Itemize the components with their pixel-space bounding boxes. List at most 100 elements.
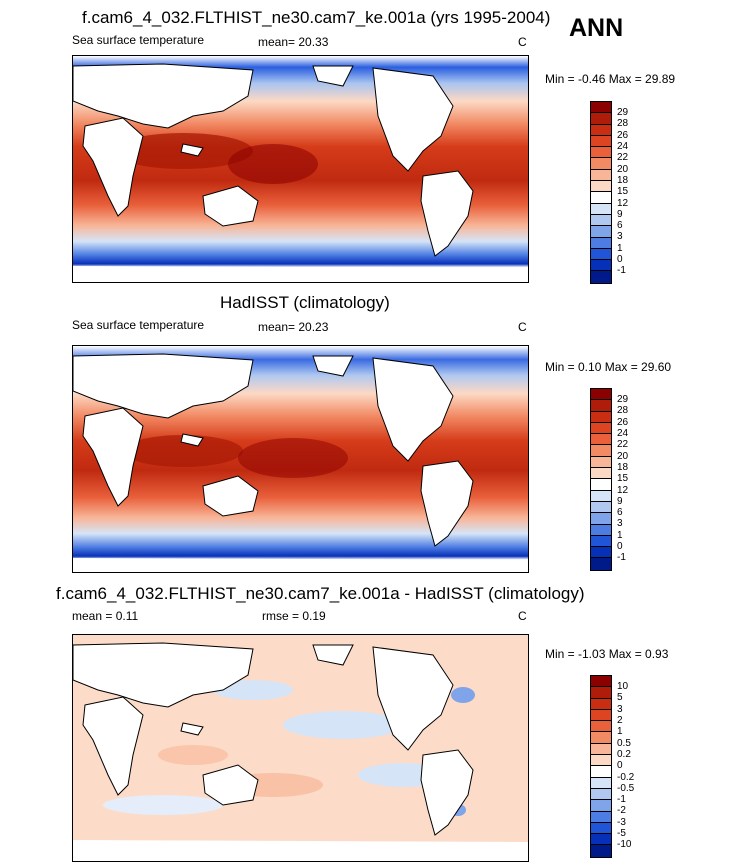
colorbar-swatch — [591, 192, 611, 204]
panel3-rmse: rmse = 0.19 — [262, 609, 326, 623]
colorbar-swatch — [591, 558, 611, 570]
colorbar-swatch — [591, 214, 611, 227]
panel2-colorbar-label: 18 — [617, 462, 629, 473]
panel3-colorbar-label: 10 — [617, 681, 629, 692]
colorbar-swatch — [591, 524, 611, 536]
panel3-units: C — [518, 609, 527, 623]
colorbar-swatch — [591, 513, 611, 525]
panel3-colorbar-label: -10 — [617, 839, 632, 850]
colorbar-swatch — [591, 766, 611, 778]
panel1-colorbar-label: 9 — [617, 209, 623, 220]
colorbar-swatch — [591, 698, 611, 710]
panel1-units: C — [518, 35, 527, 49]
colorbar-swatch — [591, 147, 611, 159]
colorbar-swatch — [591, 468, 611, 480]
colorbar-swatch — [591, 124, 611, 136]
panel2-colorbar-label: 3 — [617, 518, 623, 529]
panel2-colorbar-label: 1 — [617, 530, 623, 541]
panel2-colorbar-label: 22 — [617, 439, 629, 450]
panel2-map — [72, 345, 529, 573]
panel2-colorbar-label: 15 — [617, 473, 629, 484]
panel3-colorbar-label: -0.2 — [617, 772, 635, 783]
panel2-minmax: Min = 0.10 Max = 29.60 — [545, 360, 672, 374]
panel1-colorbar-label: -1 — [617, 265, 626, 276]
colorbar-swatch — [591, 845, 611, 857]
colorbar-swatch — [591, 203, 611, 215]
panel1-colorbar-label: 24 — [617, 141, 629, 152]
colorbar-swatch — [591, 811, 611, 823]
panel1-colorbar — [590, 101, 612, 284]
panel2-units: C — [518, 320, 527, 334]
colorbar-swatch — [591, 434, 611, 446]
panel2-colorbar-label: 6 — [617, 507, 623, 518]
panel3-colorbar-label: -0.5 — [617, 783, 635, 794]
panel2-colorbar-label: 9 — [617, 496, 623, 507]
panel2-colorbar-label: 12 — [617, 485, 629, 496]
panel2-colorbar-label: 26 — [617, 417, 629, 428]
colorbar-swatch — [591, 777, 611, 789]
colorbar-swatch — [591, 102, 611, 114]
colorbar-swatch — [591, 445, 611, 457]
season-label: ANN — [569, 14, 624, 42]
colorbar-swatch — [591, 226, 611, 238]
panel1-colorbar-label: 15 — [617, 186, 629, 197]
colorbar-swatch — [591, 181, 611, 193]
panel1-colorbar-label: 18 — [617, 175, 629, 186]
colorbar-swatch — [591, 834, 611, 846]
colorbar-swatch — [591, 755, 611, 767]
panel1-colorbar-label: 12 — [617, 198, 629, 209]
panel2-colorbar-label: 0 — [617, 541, 623, 552]
panel2-colorbar-label: -1 — [617, 552, 626, 563]
panel2-colorbar-label: 28 — [617, 405, 629, 416]
panel3-colorbar-label: 0.5 — [617, 738, 631, 749]
colorbar-swatch — [591, 788, 611, 801]
panel1-colorbar-label: 22 — [617, 152, 629, 163]
panel3-colorbar-label: 5 — [617, 692, 623, 703]
colorbar-swatch — [591, 743, 611, 756]
colorbar-swatch — [591, 237, 611, 249]
panel1-colorbar-label: 20 — [617, 164, 629, 175]
colorbar-swatch — [591, 456, 611, 469]
panel3-title: f.cam6_4_032.FLTHIST_ne30.cam7_ke.001a -… — [56, 584, 585, 603]
colorbar-swatch — [591, 260, 611, 272]
panel1-title: f.cam6_4_032.FLTHIST_ne30.cam7_ke.001a (… — [82, 8, 551, 27]
panel3-colorbar-label: -1 — [617, 794, 626, 805]
panel1-minmax: Min = -0.46 Max = 29.89 — [545, 72, 676, 86]
panel2-colorbar-label: 20 — [617, 451, 629, 462]
colorbar-swatch — [591, 248, 611, 261]
panel3-colorbar-label: 1 — [617, 726, 623, 737]
colorbar-swatch — [591, 422, 611, 435]
panel3-map — [72, 634, 529, 862]
colorbar-swatch — [591, 411, 611, 423]
panel3-colorbar-label: -2 — [617, 805, 626, 816]
colorbar-swatch — [591, 158, 611, 170]
panel2-colorbar — [590, 388, 612, 571]
panel3-colorbar-label: 0 — [617, 760, 623, 771]
colorbar-swatch — [591, 113, 611, 125]
colorbar-swatch — [591, 732, 611, 744]
panel1-colorbar-label: 0 — [617, 254, 623, 265]
colorbar-swatch — [591, 687, 611, 699]
panel1-colorbar-label: 26 — [617, 130, 629, 141]
panel2-variable-label: Sea surface temperature — [72, 318, 205, 332]
panel3-minmax: Min = -1.03 Max = 0.93 — [545, 647, 669, 661]
panel1-colorbar-label: 28 — [617, 118, 629, 129]
panel3-map-svg — [73, 635, 528, 861]
panel2-map-svg — [73, 346, 528, 572]
colorbar-swatch — [591, 389, 611, 401]
colorbar-swatch — [591, 479, 611, 491]
panel3-mean: mean = 0.11 — [72, 609, 139, 623]
colorbar-swatch — [591, 800, 611, 812]
panel3-colorbar — [590, 675, 612, 858]
colorbar-swatch — [591, 547, 611, 559]
colorbar-swatch — [591, 400, 611, 412]
colorbar-swatch — [591, 822, 611, 835]
panel1-map — [72, 55, 529, 283]
panel2-mean: mean= 20.23 — [258, 320, 329, 334]
colorbar-swatch — [591, 135, 611, 148]
panel2-colorbar-label: 24 — [617, 428, 629, 439]
panel3-colorbar-label: 0.2 — [617, 749, 631, 760]
colorbar-swatch — [591, 169, 611, 182]
panel3-colorbar-label: -3 — [617, 817, 626, 828]
panel1-colorbar-label: 6 — [617, 220, 623, 231]
